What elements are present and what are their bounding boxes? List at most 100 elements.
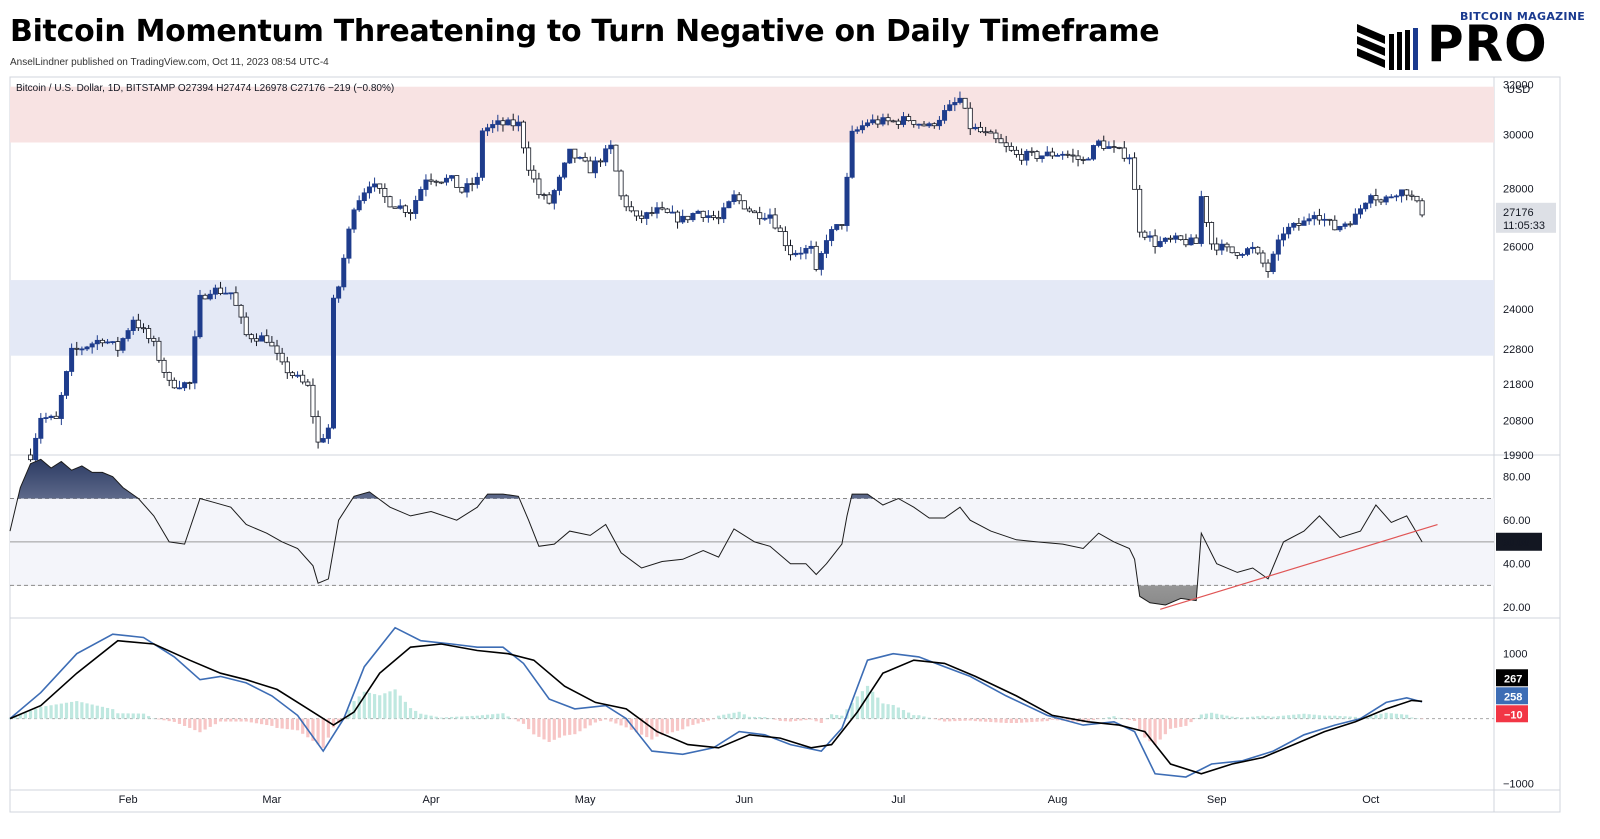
- macd-histogram-bar: [1240, 717, 1244, 719]
- macd-histogram-bar: [1379, 713, 1383, 719]
- candle-body: [818, 253, 824, 270]
- candle: [942, 104, 948, 124]
- candle-body: [710, 215, 716, 218]
- candle-body: [269, 341, 275, 347]
- candle: [490, 120, 496, 133]
- candle: [449, 175, 455, 182]
- rsi-oversold-fill: [1138, 585, 1198, 605]
- macd-histogram-bar: [516, 718, 520, 722]
- macd-histogram-bar: [547, 718, 551, 742]
- candle-body: [392, 206, 398, 209]
- candle: [423, 174, 429, 197]
- macd-pane[interactable]: [8, 626, 1494, 778]
- candle: [978, 121, 984, 134]
- rsi-current-label: 50.08: [1502, 537, 1530, 549]
- macd-histogram-bar: [717, 715, 721, 719]
- macd-histogram-bar: [896, 707, 900, 719]
- candle: [1188, 234, 1194, 246]
- candle: [305, 379, 311, 387]
- candle-body: [418, 189, 424, 201]
- candle: [680, 209, 686, 224]
- candle: [654, 202, 660, 219]
- candle: [479, 128, 485, 181]
- candle-body: [356, 200, 362, 211]
- candle-body: [716, 217, 722, 220]
- candle: [598, 158, 604, 167]
- candle-body: [233, 292, 239, 306]
- candle: [1229, 246, 1235, 254]
- macd-histogram-bar: [249, 718, 253, 723]
- candle: [757, 206, 763, 225]
- candle-body: [582, 156, 588, 162]
- candle-body: [849, 130, 855, 178]
- candle: [377, 183, 383, 194]
- candle-body: [469, 183, 475, 186]
- candle-body: [1332, 219, 1338, 231]
- macd-histogram-bar: [521, 718, 526, 724]
- candle: [551, 188, 557, 210]
- candle: [1111, 140, 1117, 153]
- candle: [84, 345, 90, 351]
- candle-body: [89, 343, 95, 348]
- candle-body: [43, 417, 49, 419]
- candle: [936, 116, 942, 130]
- candle: [767, 208, 773, 224]
- macd-histogram-bar: [542, 718, 546, 740]
- candle: [716, 210, 722, 225]
- candle: [94, 335, 100, 351]
- macd-histogram-bar: [799, 718, 803, 721]
- candle: [1162, 237, 1168, 244]
- candle: [731, 190, 737, 205]
- macd-histogram-bar: [778, 718, 782, 721]
- candle: [1116, 146, 1122, 150]
- candle: [161, 357, 167, 379]
- macd-histogram-bar: [675, 718, 680, 731]
- macd-histogram-bar: [465, 716, 469, 719]
- candle-body: [151, 338, 157, 342]
- macd-histogram-bar: [311, 718, 315, 741]
- macd-histogram-bar: [773, 718, 777, 720]
- candle: [356, 195, 362, 212]
- candle: [608, 140, 614, 154]
- candle-body: [289, 372, 295, 376]
- candle-body: [1301, 220, 1307, 226]
- macd-histogram-bar: [167, 718, 171, 722]
- price-pane[interactable]: Bitcoin / U.S. Dollar, 1D, BITSTAMP O273…: [10, 83, 1494, 464]
- candle-body: [84, 346, 90, 350]
- candle: [171, 377, 177, 389]
- candle-body: [942, 110, 948, 121]
- macd-histogram-bar: [794, 718, 798, 722]
- rsi-pane[interactable]: [9, 458, 1494, 610]
- candle: [895, 118, 901, 129]
- macd-histogram-bar: [90, 704, 94, 719]
- candle: [474, 172, 480, 189]
- candle: [849, 125, 855, 179]
- candle: [1357, 204, 1363, 219]
- candle: [387, 195, 393, 208]
- macd-histogram-bar: [958, 718, 962, 721]
- candle-body: [366, 186, 372, 194]
- candle: [1183, 233, 1189, 248]
- candle-body: [859, 125, 865, 131]
- candle: [829, 226, 835, 247]
- candle-body: [926, 123, 932, 127]
- candle-body: [931, 123, 937, 127]
- candle: [156, 337, 162, 363]
- candle: [469, 177, 475, 192]
- candle: [1234, 252, 1240, 260]
- candle-body: [618, 170, 624, 197]
- macd-histogram-bar: [280, 718, 284, 729]
- macd-histogram-bar: [1338, 715, 1342, 719]
- candle-body: [669, 211, 675, 214]
- candle-body: [1219, 243, 1225, 251]
- candle-body: [187, 382, 193, 384]
- candle-body: [520, 121, 526, 149]
- macd-histogram-bar: [588, 718, 592, 726]
- candle: [510, 113, 516, 131]
- candle: [135, 313, 141, 331]
- candle-body: [402, 205, 408, 213]
- candle: [818, 251, 824, 276]
- candle: [947, 100, 953, 112]
